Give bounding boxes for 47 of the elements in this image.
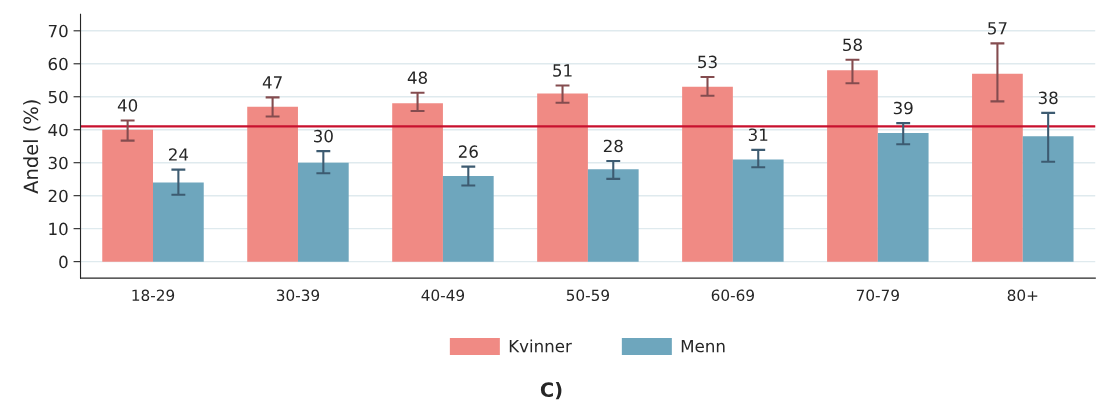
bar	[877, 133, 929, 262]
data-label: 39	[893, 101, 913, 115]
x-tick-label: 18-29	[132, 289, 175, 302]
bar	[247, 106, 298, 262]
data-label: 26	[458, 145, 478, 158]
data-label: 40	[117, 99, 138, 112]
data-label: 24	[168, 148, 189, 161]
x-tick-label: 30-39	[276, 289, 320, 302]
y-tick-label: 60	[48, 57, 68, 71]
y-tick-label: 30	[48, 156, 68, 170]
bar	[153, 182, 204, 262]
data-label: 28	[603, 139, 623, 153]
data-label: 58	[843, 38, 862, 52]
data-label: 30	[314, 129, 333, 143]
bar	[972, 73, 1023, 262]
y-tick-label: 20	[48, 189, 68, 203]
data-label: 48	[407, 71, 428, 85]
y-tick-label: 0	[59, 255, 68, 269]
x-tick-label: 40-49	[421, 289, 465, 302]
text: C)	[540, 382, 562, 400]
data-label: 53	[698, 55, 717, 69]
bar	[537, 93, 588, 262]
data-label: 51	[553, 64, 572, 77]
bar	[682, 86, 733, 262]
y-tick-label: 40	[48, 123, 68, 137]
y-tick-label: 50	[48, 90, 68, 104]
data-label: 31	[748, 128, 768, 142]
bar	[587, 169, 639, 262]
bar	[827, 70, 878, 262]
bar	[732, 159, 784, 262]
data-label: 57	[988, 22, 1007, 35]
data-label: 38	[1038, 91, 1058, 105]
bar	[392, 103, 443, 262]
bar	[102, 129, 153, 262]
legend-label: Menn	[681, 339, 725, 353]
bar	[1022, 136, 1074, 262]
y-tick-label: 10	[49, 222, 68, 236]
x-tick-label: 70-79	[856, 289, 899, 302]
x-tick-label: 80+	[1007, 289, 1038, 302]
y-tick-label: 70	[48, 24, 68, 38]
y-axis-title: Andel (%)	[23, 100, 41, 194]
bar	[297, 162, 349, 262]
bar	[442, 175, 494, 262]
data-label: 47	[262, 76, 282, 89]
legend-label: Kvinner	[509, 339, 572, 353]
x-tick-label: 50-59	[566, 289, 610, 302]
x-tick-label: 60-69	[711, 289, 754, 302]
